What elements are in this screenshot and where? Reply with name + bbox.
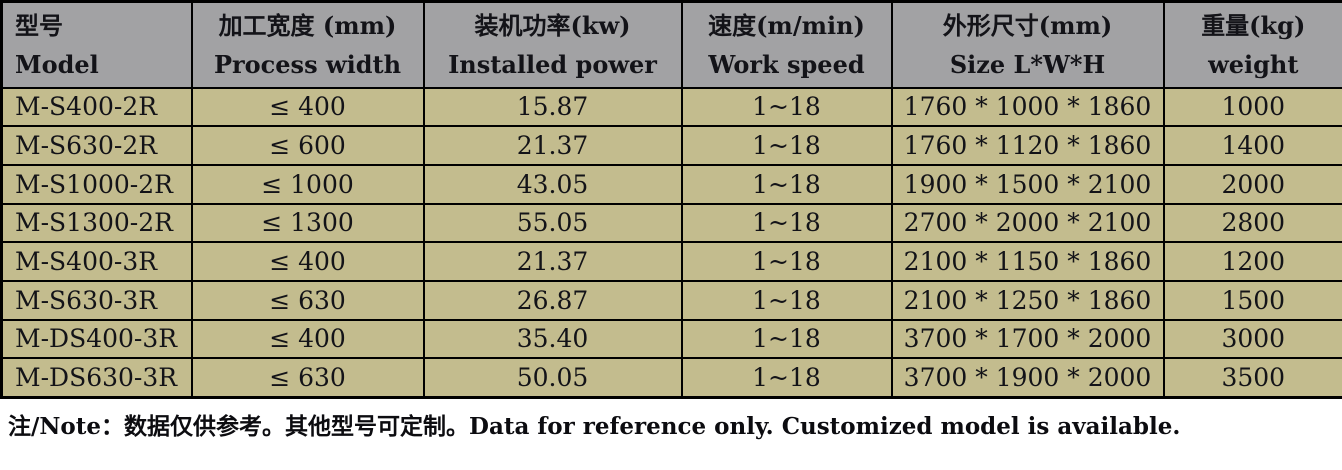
cell-weight: 2800	[1162, 202, 1342, 244]
cell-size: 1900 * 1500 * 2100	[890, 163, 1165, 205]
cell-model: M-S400-3R	[0, 241, 193, 282]
cell-work-speed: 1~18	[680, 125, 893, 166]
cell-installed-power: 50.05	[422, 357, 683, 398]
cell-work-speed: 1~18	[680, 163, 893, 205]
column-header-weight-zh: 重量(kg)	[1201, 10, 1306, 40]
cell-size: 2100 * 1150 * 1860	[890, 241, 1165, 282]
cell-model: M-DS630-3R	[0, 357, 193, 398]
cell-size: 1760 * 1000 * 1860	[890, 86, 1165, 128]
machine-spec-table: 型号 Model 加工宽度 (mm) Process width 装机功率(kw…	[0, 0, 1342, 399]
spec-table-header: 型号 Model 加工宽度 (mm) Process width 装机功率(kw…	[0, 0, 1342, 89]
cell-size: 2100 * 1250 * 1860	[890, 279, 1165, 321]
column-header-weight-en: weight	[1208, 49, 1299, 79]
column-header-process-width-zh: 加工宽度 (mm)	[218, 10, 397, 40]
table-row: M-DS400-3R ≤ 400 35.40 1~18 3700 * 1700 * 20…	[0, 318, 1342, 360]
cell-model: M-S630-3R	[0, 279, 193, 321]
column-header-size: 外形尺寸(mm) Size L*W*H	[890, 0, 1165, 89]
cell-weight: 2000	[1162, 163, 1342, 205]
cell-size: 3700 * 1700 * 2000	[890, 318, 1165, 360]
cell-process-width: ≤ 400	[190, 318, 425, 360]
column-header-work-speed-en: Work speed	[708, 49, 865, 79]
cell-process-width: ≤ 400	[190, 86, 425, 128]
column-header-size-zh: 外形尺寸(mm)	[942, 10, 1113, 40]
cell-model: M-S1000-2R	[0, 163, 193, 205]
cell-installed-power: 43.05	[422, 163, 683, 205]
cell-process-width: ≤ 630	[190, 357, 425, 398]
column-header-model: 型号 Model	[0, 0, 193, 89]
cell-weight: 1000	[1162, 86, 1342, 128]
cell-size: 3700 * 1900 * 2000	[890, 357, 1165, 398]
cell-installed-power: 35.40	[422, 318, 683, 360]
cell-process-width: ≤ 1000	[190, 163, 425, 205]
table-row: M-S630-3R ≤ 630 26.87 1~18 2100 * 1250 * 186…	[0, 279, 1342, 321]
cell-installed-power: 26.87	[422, 279, 683, 321]
column-header-work-speed: 速度(m/min) Work speed	[680, 0, 893, 89]
table-row: M-S400-2R ≤ 400 15.87 1~18 1760 * 1000 * 186…	[0, 86, 1342, 128]
cell-weight: 3500	[1162, 357, 1342, 398]
spec-table-body: M-S400-2R ≤ 400 15.87 1~18 1760 * 1000 * 186…	[0, 86, 1342, 398]
cell-work-speed: 1~18	[680, 202, 893, 244]
table-row: M-S1300-2R ≤ 1300 55.05 1~18 2700 * 2000 * 2…	[0, 202, 1342, 244]
cell-weight: 3000	[1162, 318, 1342, 360]
column-header-installed-power-en: Installed power	[448, 49, 657, 79]
cell-installed-power: 15.87	[422, 86, 683, 128]
cell-work-speed: 1~18	[680, 86, 893, 128]
cell-weight: 1500	[1162, 279, 1342, 321]
cell-model: M-S630-2R	[0, 125, 193, 166]
cell-process-width: ≤ 400	[190, 241, 425, 282]
cell-work-speed: 1~18	[680, 279, 893, 321]
cell-process-width: ≤ 600	[190, 125, 425, 166]
table-row: M-DS630-3R ≤ 630 50.05 1~18 3700 * 1900 * 20…	[0, 357, 1342, 398]
column-header-size-en: Size L*W*H	[949, 49, 1106, 79]
column-header-work-speed-zh: 速度(m/min)	[708, 10, 865, 40]
cell-model: M-S1300-2R	[0, 202, 193, 244]
column-header-installed-power-zh: 装机功率(kw)	[474, 10, 631, 40]
cell-weight: 1400	[1162, 125, 1342, 166]
cell-model: M-DS400-3R	[0, 318, 193, 360]
cell-work-speed: 1~18	[680, 241, 893, 282]
column-header-process-width-en: Process width	[213, 49, 402, 79]
footnote: 注/Note：数据仅供参考。其他型号可定制。Data for reference…	[8, 412, 1181, 440]
header-row: 型号 Model 加工宽度 (mm) Process width 装机功率(kw…	[0, 0, 1342, 89]
column-header-weight: 重量(kg) weight	[1162, 0, 1342, 89]
table-row: M-S630-2R ≤ 600 21.37 1~18 1760 * 1120 * 186…	[0, 125, 1342, 166]
table-row: M-S400-3R ≤ 400 21.37 1~18 2100 * 1150 * 186…	[0, 241, 1342, 282]
cell-work-speed: 1~18	[680, 357, 893, 398]
column-header-process-width: 加工宽度 (mm) Process width	[190, 0, 425, 89]
cell-installed-power: 55.05	[422, 202, 683, 244]
cell-work-speed: 1~18	[680, 318, 893, 360]
cell-process-width: ≤ 1300	[190, 202, 425, 244]
cell-installed-power: 21.37	[422, 241, 683, 282]
cell-process-width: ≤ 630	[190, 279, 425, 321]
cell-installed-power: 21.37	[422, 125, 683, 166]
column-header-model-en: Model	[15, 49, 99, 79]
table-row: M-S1000-2R ≤ 1000 43.05 1~18 1900 * 1500 * 2…	[0, 163, 1342, 205]
cell-model: M-S400-2R	[0, 86, 193, 128]
cell-size: 2700 * 2000 * 2100	[890, 202, 1165, 244]
cell-weight: 1200	[1162, 241, 1342, 282]
column-header-installed-power: 装机功率(kw) Installed power	[422, 0, 683, 89]
column-header-model-zh: 型号	[15, 10, 63, 40]
cell-size: 1760 * 1120 * 1860	[890, 125, 1165, 166]
